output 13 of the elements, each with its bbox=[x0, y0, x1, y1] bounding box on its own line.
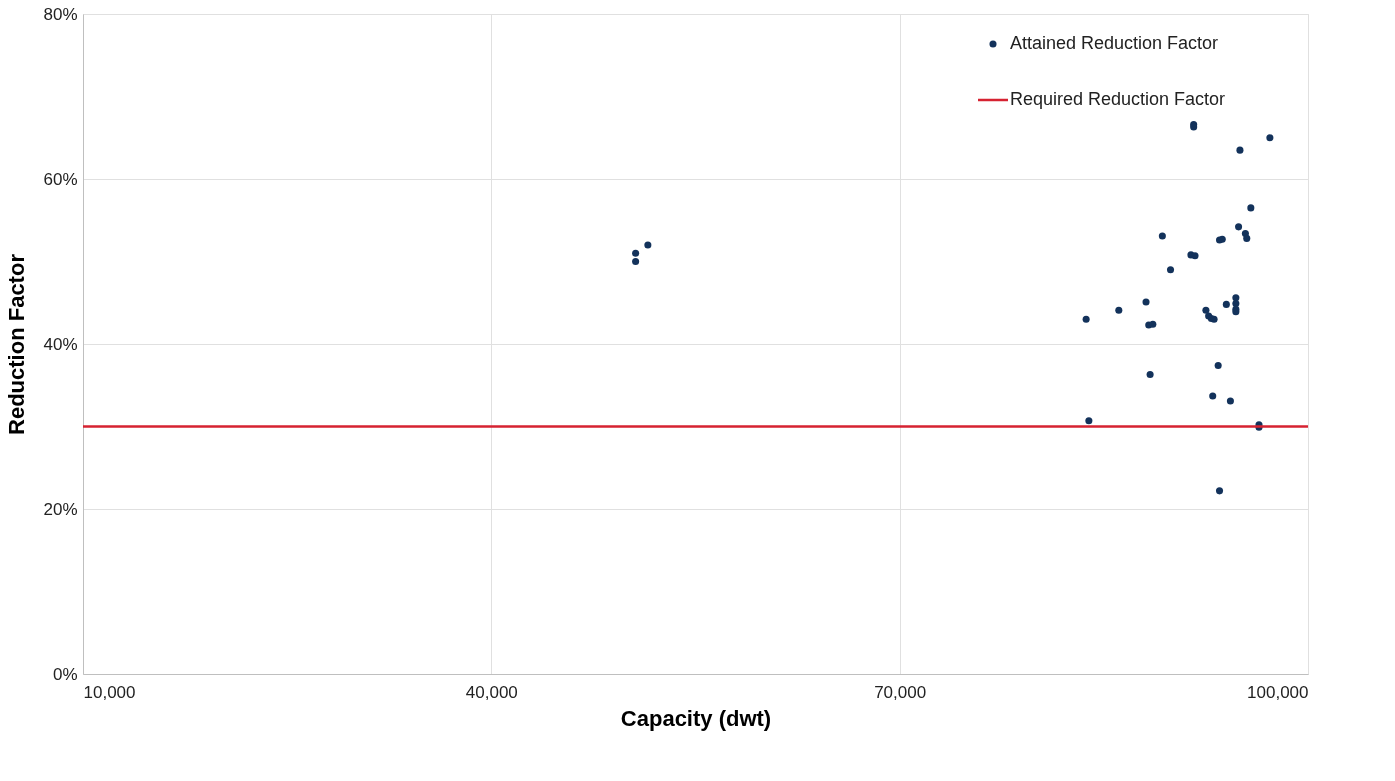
legend-label: Attained Reduction Factor bbox=[1010, 33, 1219, 53]
x-tick-label: 100,000 bbox=[1247, 682, 1309, 702]
y-tick-label: 80% bbox=[43, 4, 78, 24]
y-axis-title: Reduction Factor bbox=[4, 253, 30, 435]
y-tick-label: 40% bbox=[43, 334, 78, 354]
y-tick-label: 60% bbox=[43, 169, 78, 189]
x-tick-label: 10,000 bbox=[83, 682, 136, 702]
legend-label: Required Reduction Factor bbox=[1010, 89, 1226, 109]
x-tick-label: 70,000 bbox=[874, 682, 927, 702]
y-tick-label: 0% bbox=[52, 664, 78, 684]
y-tick-label: 20% bbox=[43, 499, 78, 519]
x-tick-label: 40,000 bbox=[465, 682, 518, 702]
x-axis-title: Capacity (dwt) bbox=[620, 705, 772, 731]
